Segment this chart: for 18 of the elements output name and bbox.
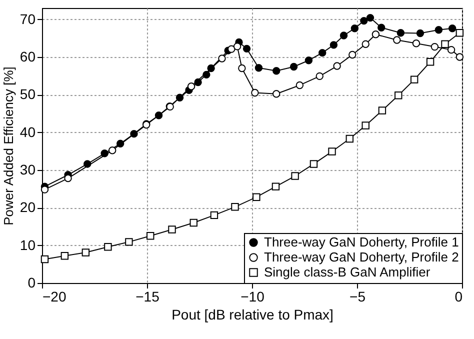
y-tick-label: 70 <box>20 10 36 27</box>
legend-label: Three-way GaN Doherty, Profile 1 <box>264 234 459 250</box>
x-tick-label: −5 <box>350 288 366 304</box>
y-tick-label: 20 <box>20 199 36 216</box>
x-tick-label: −15 <box>136 288 160 304</box>
x-tick-label: −20 <box>42 288 66 304</box>
y-tick-label: 50 <box>20 86 36 102</box>
legend-label: Single class-B GaN Amplifier <box>264 264 431 280</box>
y-tick-label: 10 <box>20 236 36 253</box>
x-tick-label: −10 <box>240 288 265 304</box>
y-tick-label: 30 <box>20 161 36 178</box>
legend-label: Three-way GaN Doherty, Profile 2 <box>264 250 459 264</box>
y-tick-label: 60 <box>20 48 36 64</box>
x-tick-label: 0 <box>454 288 463 304</box>
x-axis-title: Pout [dB relative to Pmax] <box>172 306 334 322</box>
y-tick-label: 40 <box>20 124 36 140</box>
y-tick-label: 0 <box>28 274 36 290</box>
y-axis-title: Power Added Efficiency [%] <box>0 66 16 226</box>
